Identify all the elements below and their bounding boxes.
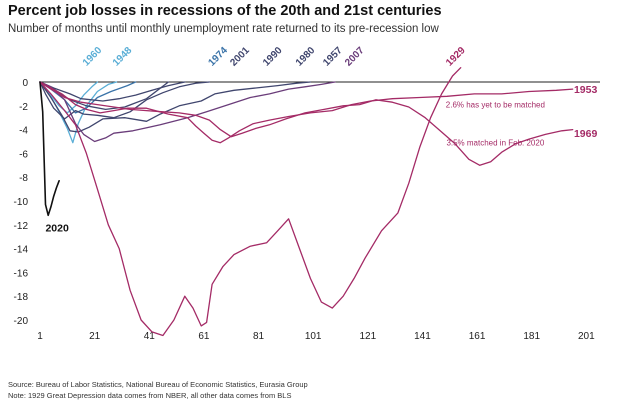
x-tick-label: 181 xyxy=(523,331,540,342)
series-label-2007: 2007 xyxy=(343,45,367,69)
y-tick-label: -4 xyxy=(19,126,28,137)
series-lines xyxy=(39,67,574,337)
source-note: Source: Bureau of Labor Statistics, Nati… xyxy=(8,380,308,389)
series-line-1953 xyxy=(39,81,574,144)
y-tick-label: -12 xyxy=(14,221,29,232)
series-label-1974: 1974 xyxy=(206,45,230,69)
series-label-1980: 1980 xyxy=(294,45,318,69)
series-line-1969 xyxy=(39,81,574,166)
data-note: Note: 1929 Great Depression data comes f… xyxy=(8,391,292,400)
series-label-2020: 2020 xyxy=(45,222,69,234)
y-tick-label: -14 xyxy=(14,245,29,256)
series-line-1957 xyxy=(39,81,312,133)
series-line-1929 xyxy=(39,67,462,337)
series-label-1960: 1960 xyxy=(81,45,105,69)
y-tick-label: -20 xyxy=(14,316,29,327)
series-label-1929: 1929 xyxy=(444,45,468,69)
y-tick-label: 0 xyxy=(22,78,28,89)
y-tick-label: -16 xyxy=(14,268,29,279)
series-line-1974 xyxy=(39,81,137,114)
axes: 0-2-4-6-8-10-12-14-16-18-201 21 41 61 81 101 1… xyxy=(14,78,600,342)
series-label-2001: 2001 xyxy=(228,45,252,69)
annotation-1969: 3.5% matched in Feb. 2020 xyxy=(446,139,544,148)
x-tick-label: 201 xyxy=(578,331,595,342)
x-tick-label: 41 xyxy=(144,331,156,342)
series-label-1953: 1953 xyxy=(574,84,598,96)
y-tick-label: -2 xyxy=(19,102,28,113)
x-tick-label: 1 xyxy=(37,331,43,342)
series-label-1969: 1969 xyxy=(574,128,598,140)
x-tick-label: 121 xyxy=(359,331,376,342)
series-line-1990 xyxy=(39,81,186,102)
series-line-1980 xyxy=(39,81,211,120)
series-label-1957: 1957 xyxy=(321,45,345,69)
chart-title: Percent job losses in recessions of the … xyxy=(8,3,442,19)
chart-subtitle: Number of months until monthly unemploym… xyxy=(8,23,439,35)
annotation-1953: 2.6% has yet to be matched xyxy=(446,101,545,110)
y-tick-label: -8 xyxy=(19,173,28,184)
x-tick-label: 61 xyxy=(198,331,210,342)
series-line-2007 xyxy=(39,81,336,143)
y-tick-label: -10 xyxy=(14,197,29,208)
x-tick-label: 101 xyxy=(305,331,322,342)
x-tick-label: 21 xyxy=(89,331,101,342)
y-tick-label: -18 xyxy=(14,292,29,303)
series-line-2020 xyxy=(39,81,60,217)
x-tick-label: 141 xyxy=(414,331,431,342)
series-label-1990: 1990 xyxy=(261,45,285,69)
x-tick-label: 81 xyxy=(253,331,265,342)
y-tick-label: -6 xyxy=(19,149,28,160)
series-label-1948: 1948 xyxy=(111,45,135,69)
x-tick-label: 161 xyxy=(469,331,486,342)
